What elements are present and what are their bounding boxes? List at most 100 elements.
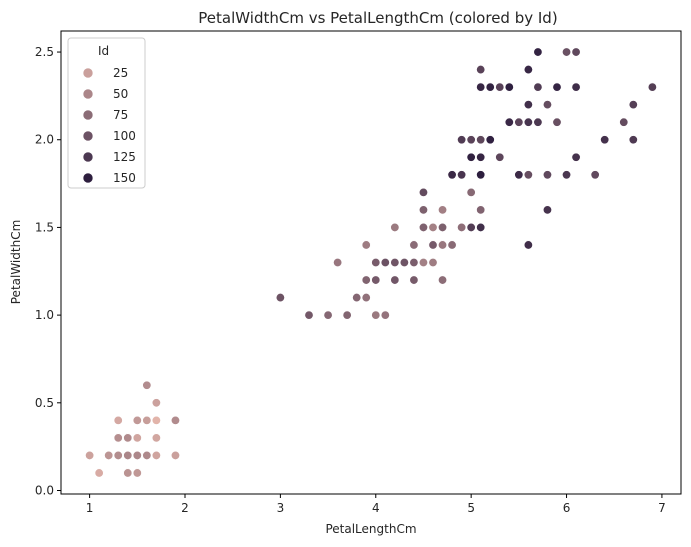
data-point	[571, 47, 581, 57]
data-point	[113, 433, 123, 443]
data-point	[123, 450, 133, 460]
data-point	[399, 257, 409, 267]
y-tick-label: 0.5	[35, 396, 54, 410]
data-point	[151, 398, 161, 408]
legend-entries: 25 50 75 100 125 150	[82, 66, 136, 185]
data-point	[485, 82, 495, 92]
data-point	[361, 293, 371, 303]
data-point	[447, 170, 457, 180]
data-point	[323, 310, 333, 320]
data-point	[361, 275, 371, 285]
data-point	[504, 82, 514, 92]
data-point	[552, 117, 562, 127]
data-point	[476, 82, 486, 92]
y-tick-label: 0.0	[35, 483, 54, 497]
data-point	[418, 205, 428, 215]
data-point	[495, 82, 505, 92]
data-point	[514, 170, 524, 180]
data-point	[628, 100, 638, 110]
data-point	[85, 450, 95, 460]
data-point	[466, 222, 476, 232]
data-point	[533, 47, 543, 57]
data-point	[457, 170, 467, 180]
data-point	[409, 275, 419, 285]
points-layer	[85, 47, 657, 478]
x-tick-label: 2	[181, 501, 189, 515]
data-point	[647, 82, 657, 92]
data-point	[628, 135, 638, 145]
legend-label: 50	[113, 87, 128, 101]
legend-marker	[82, 172, 94, 184]
data-point	[542, 170, 552, 180]
data-point	[600, 135, 610, 145]
legend-marker	[82, 109, 94, 121]
data-point	[142, 415, 152, 425]
data-point	[418, 187, 428, 197]
data-point	[361, 240, 371, 250]
legend-label: 100	[113, 129, 136, 143]
data-point	[533, 82, 543, 92]
data-point	[542, 100, 552, 110]
data-point	[371, 275, 381, 285]
data-point	[151, 450, 161, 460]
legend-marker	[82, 67, 94, 79]
data-point	[104, 450, 114, 460]
data-point	[132, 450, 142, 460]
data-point	[132, 433, 142, 443]
y-tick-label: 1.5	[35, 220, 54, 234]
data-point	[457, 222, 467, 232]
data-point	[571, 82, 581, 92]
data-point	[113, 415, 123, 425]
data-point	[542, 205, 552, 215]
legend-label: 25	[113, 66, 128, 80]
data-point	[523, 240, 533, 250]
data-point	[428, 222, 438, 232]
data-point	[275, 293, 285, 303]
data-point	[447, 240, 457, 250]
x-tick-label: 7	[658, 501, 666, 515]
data-point	[514, 117, 524, 127]
data-point	[390, 222, 400, 232]
data-point	[170, 450, 180, 460]
data-point	[333, 257, 343, 267]
x-tick-label: 4	[372, 501, 380, 515]
data-point	[352, 293, 362, 303]
legend-label: 150	[113, 171, 136, 185]
data-point	[409, 240, 419, 250]
data-point	[151, 415, 161, 425]
data-point	[380, 310, 390, 320]
data-point	[371, 310, 381, 320]
data-point	[380, 257, 390, 267]
data-point	[418, 257, 428, 267]
x-axis: 1 2 3 4 5 6 7	[86, 494, 666, 515]
plot-frame	[60, 30, 682, 495]
data-point	[562, 170, 572, 180]
data-point	[94, 468, 104, 478]
legend-label: 75	[113, 108, 128, 122]
legend-box	[67, 37, 146, 189]
data-point	[428, 257, 438, 267]
data-point	[476, 222, 486, 232]
data-point	[523, 100, 533, 110]
y-tick-label: 2.0	[35, 133, 54, 147]
data-point	[504, 117, 514, 127]
x-tick-label: 6	[563, 501, 571, 515]
data-point	[438, 275, 448, 285]
legend: Id 25 50 75 100 125 150	[67, 37, 146, 189]
y-tick-label: 1.0	[35, 308, 54, 322]
data-point	[466, 152, 476, 162]
data-point	[428, 240, 438, 250]
data-point	[476, 205, 486, 215]
data-point	[113, 450, 123, 460]
data-point	[304, 310, 314, 320]
legend-marker	[82, 151, 94, 163]
data-point	[523, 65, 533, 75]
data-point	[476, 65, 486, 75]
data-point	[476, 152, 486, 162]
data-point	[485, 135, 495, 145]
legend-label: 125	[113, 150, 136, 164]
data-point	[409, 257, 419, 267]
data-point	[390, 275, 400, 285]
data-point	[390, 257, 400, 267]
data-point	[123, 433, 133, 443]
